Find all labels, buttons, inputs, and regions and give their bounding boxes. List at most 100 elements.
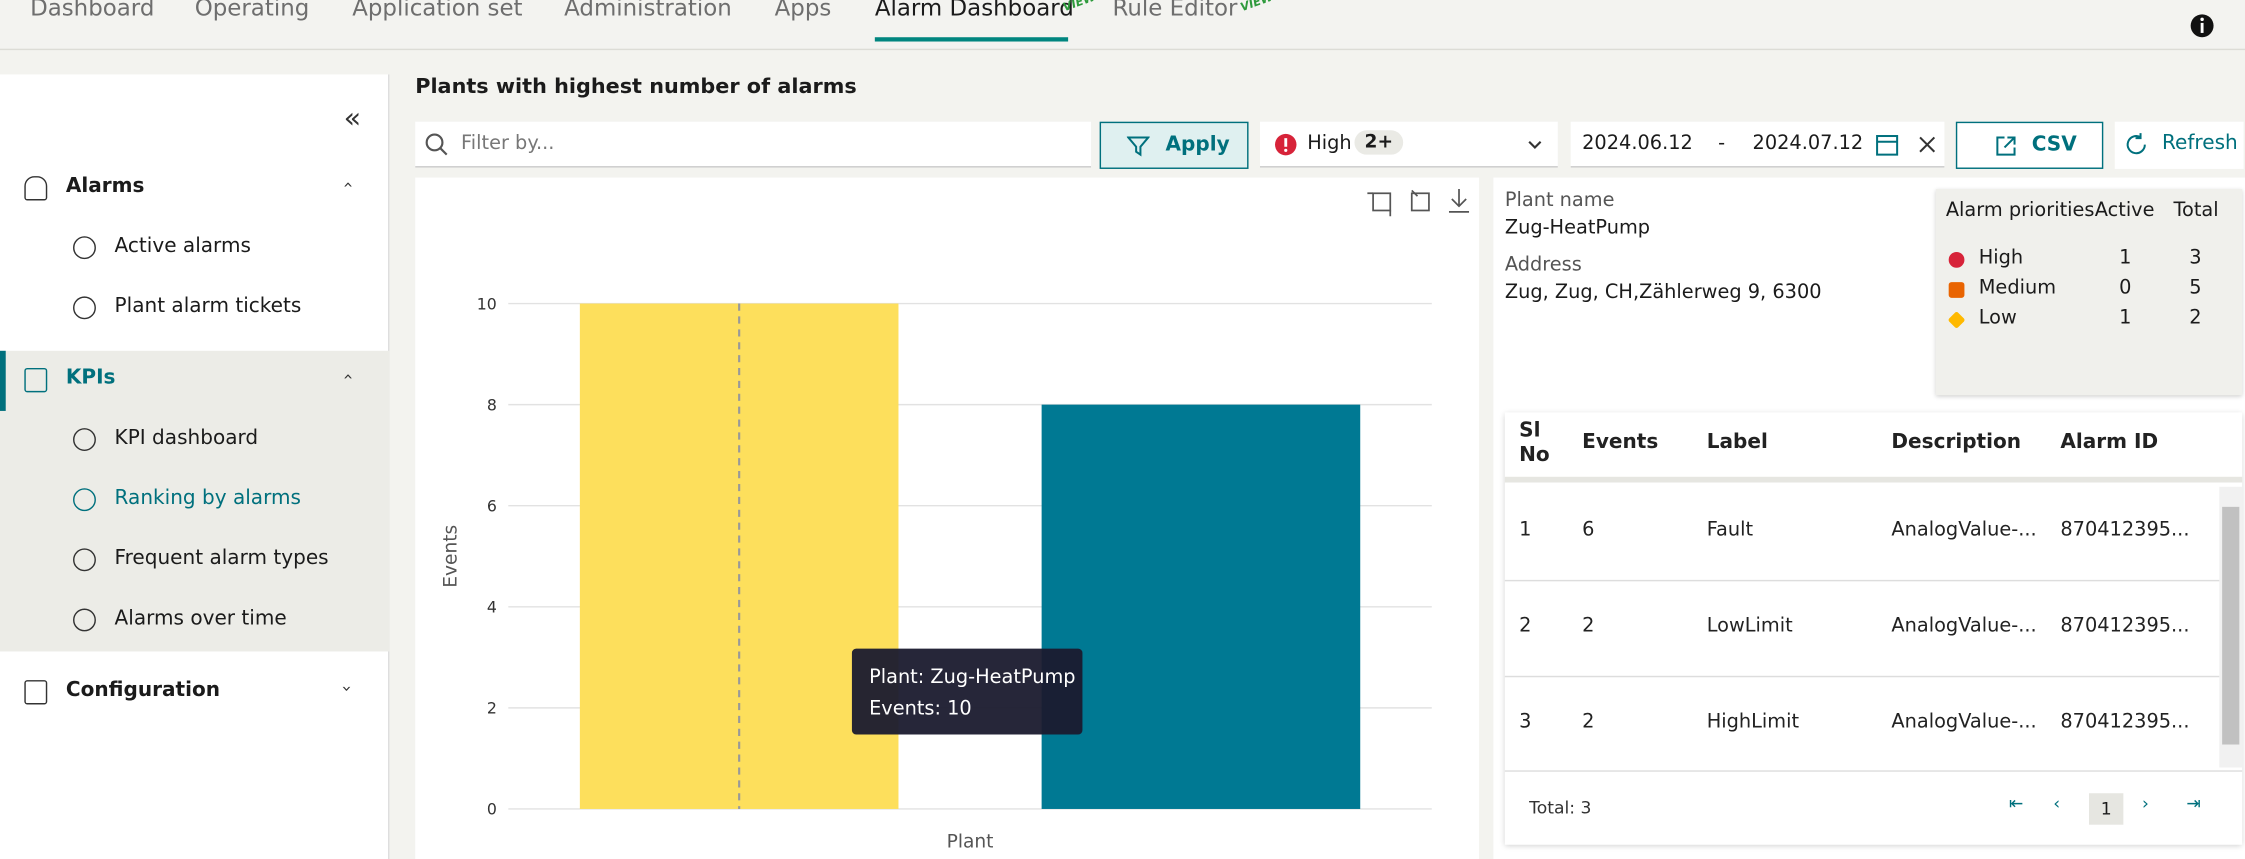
- filter-icon: [1126, 136, 1150, 157]
- priority-count: 2+: [1354, 130, 1404, 155]
- search-icon: [425, 133, 448, 156]
- table-cell: HighLimit: [1706, 710, 1800, 734]
- column-header[interactable]: Alarm ID: [2060, 430, 2159, 454]
- chevron[interactable]: ›: [337, 685, 358, 693]
- kpi-selected-bar: [0, 350, 6, 411]
- column-header[interactable]: Label: [1706, 430, 1768, 454]
- refresh-button[interactable]: Refresh: [2114, 121, 2244, 169]
- kpi-section: [0, 350, 390, 652]
- footer-divider: [1504, 770, 2243, 772]
- export-icon: [1996, 136, 2016, 156]
- y-tick-label: 10: [477, 294, 497, 313]
- collapse-icon[interactable]: «: [343, 100, 362, 135]
- top-bar: [0, 0, 2245, 51]
- nav-item-icon: [73, 608, 96, 632]
- table-cell: 3: [1519, 710, 1532, 734]
- pager-button[interactable]: ⇤: [2008, 793, 2024, 814]
- nav-tab[interactable]: Apps: [774, 0, 832, 22]
- priorities-header: Active: [2094, 199, 2155, 222]
- x-axis-label: Plant: [947, 832, 994, 853]
- apply-button[interactable]: Apply: [1099, 121, 1249, 169]
- date-from: 2024.06.12: [1582, 131, 1693, 155]
- table-cell: Fault: [1706, 518, 1754, 542]
- priorities-header: Total: [2173, 199, 2219, 222]
- date-separator: -: [1718, 131, 1726, 155]
- column-header[interactable]: Sl No: [1519, 419, 1550, 467]
- nav-group[interactable]: Alarms: [65, 174, 145, 198]
- nav-item[interactable]: KPI dashboard: [114, 426, 259, 450]
- nav-group[interactable]: KPIs: [65, 366, 116, 390]
- address-label: Address: [1504, 253, 1582, 277]
- pager-button[interactable]: ‹: [2053, 793, 2061, 814]
- table-cell: AnalogValue-...: [1891, 518, 2037, 542]
- priority-cell: 1: [2119, 306, 2132, 330]
- priority-cell: 3: [2189, 246, 2202, 270]
- calendar-icon[interactable]: [1874, 132, 1900, 158]
- date-to: 2024.07.12: [1752, 131, 1864, 155]
- address: Zug, Zug, CH,Zählerweg 9, 6300: [1504, 280, 1822, 304]
- priority-cell: 1: [2119, 246, 2132, 270]
- table-cell: AnalogValue-...: [1891, 614, 2037, 638]
- column-header[interactable]: Description: [1891, 430, 2022, 454]
- priority-cell: High: [1978, 246, 2024, 270]
- priorities-box: Alarm priorities Active Total High 1 3 Medium 0…: [1935, 188, 2243, 396]
- priority-cell: Low: [1978, 306, 2017, 330]
- active-tab-indicator: [874, 37, 1069, 42]
- pager-button[interactable]: ›: [2141, 793, 2149, 814]
- refresh-label: Refresh: [2162, 131, 2238, 155]
- nav-item[interactable]: Active alarms: [114, 234, 251, 258]
- nav-tab[interactable]: Rule Editor: [1112, 0, 1238, 22]
- nav-group[interactable]: Configuration: [65, 678, 221, 702]
- pager-button[interactable]: ⇥: [2186, 793, 2201, 814]
- info-icon[interactable]: [2188, 11, 2217, 40]
- tooltip: [851, 648, 1083, 735]
- row-divider: [1504, 675, 2220, 678]
- table-cell: 1: [1519, 518, 1532, 542]
- priority-icon: [1947, 311, 1966, 329]
- table-cell: 870412395...: [2060, 518, 2190, 542]
- nav-item[interactable]: Plant alarm tickets: [114, 294, 302, 318]
- table-cell: AnalogValue-...: [1891, 710, 2037, 734]
- date-range[interactable]: 2024.06.12 - 2024.07.12: [1570, 121, 1945, 168]
- plant-name-label: Plant name: [1504, 188, 1615, 212]
- page-title: Plants with highest number of alarms: [415, 75, 857, 99]
- table-cell: 2: [1582, 614, 1595, 638]
- y-tick-label: 2: [487, 699, 497, 718]
- chevron[interactable]: ›: [337, 373, 358, 381]
- table-cell: 870412395...: [2060, 710, 2190, 734]
- priority-select[interactable]: High 2+: [1259, 121, 1558, 168]
- nav-tab[interactable]: Administration: [564, 0, 732, 22]
- chevron[interactable]: ›: [337, 181, 358, 189]
- row-divider: [1504, 579, 2220, 582]
- plant-name: Zug-HeatPump: [1504, 216, 1651, 240]
- nav-tab[interactable]: Alarm Dashboard: [874, 0, 1074, 22]
- y-tick-label: 6: [487, 496, 497, 515]
- nav-item[interactable]: Frequent alarm types: [114, 546, 329, 570]
- table-cell: 2: [1582, 710, 1595, 734]
- tooltip-text: Plant: Zug-HeatPump: [869, 665, 1075, 688]
- priority-cell: 2: [2189, 306, 2202, 330]
- scrollbar[interactable]: [2219, 486, 2243, 768]
- csv-button[interactable]: CSV: [1955, 121, 2104, 169]
- y-tick-label: 0: [487, 800, 497, 819]
- nav-item[interactable]: Alarms over time: [114, 607, 287, 630]
- group-icon: [24, 367, 48, 393]
- nav-item[interactable]: Ranking by alarms: [114, 486, 301, 510]
- filter-input[interactable]: Filter by...: [415, 121, 1092, 168]
- chart-toolbar[interactable]: [1367, 188, 1470, 217]
- priority-icon: [1948, 251, 1965, 268]
- apply-label: Apply: [1165, 133, 1230, 157]
- column-header[interactable]: Events: [1582, 430, 1659, 454]
- clear-icon[interactable]: [1917, 135, 1937, 155]
- total-label: Total: 3: [1529, 797, 1592, 818]
- group-icon: [24, 680, 48, 705]
- filter-placeholder: Filter by...: [461, 131, 555, 155]
- nav-tab[interactable]: Application set: [352, 0, 523, 22]
- nav-tab[interactable]: Dashboard: [30, 0, 155, 22]
- group-icon: [24, 176, 48, 201]
- nav-tab[interactable]: Operating: [194, 0, 310, 22]
- chart: 0 2 4 6 8 10 Events Plant Plant: Zug-HeatPump Eve…: [441, 188, 1470, 853]
- page-number[interactable]: 1: [2088, 793, 2124, 825]
